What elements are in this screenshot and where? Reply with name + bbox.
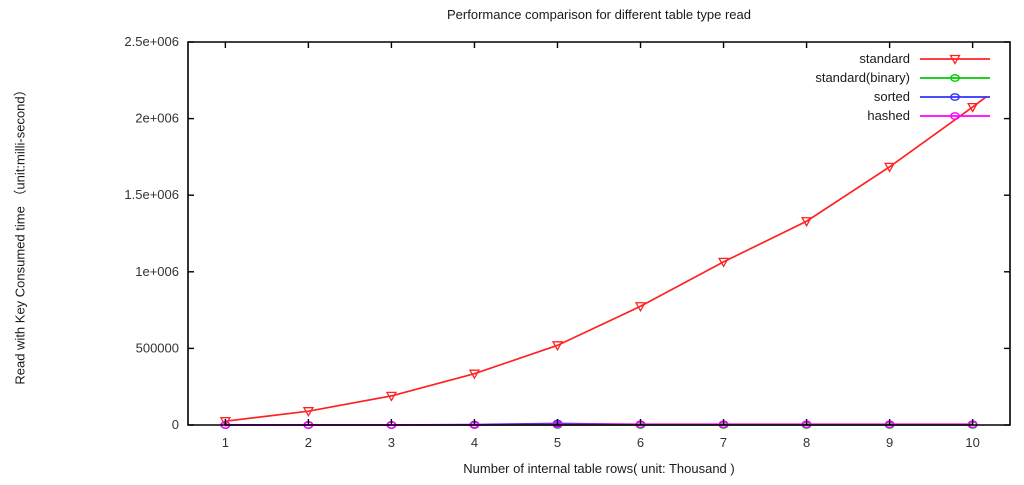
series-marker-standard	[800, 217, 813, 228]
legend-marker-hashed	[950, 111, 960, 120]
x-tick-label: 8	[803, 435, 810, 450]
x-axis-title: Number of internal table rows( unit: Tho…	[463, 461, 735, 476]
legend-swatch-hashed	[920, 111, 990, 120]
legend-marker-standard	[949, 54, 961, 65]
y-tick-label: 1.5e+006	[124, 187, 179, 202]
legend-label-hashed: hashed	[867, 108, 910, 123]
legend-row-standard-binary: standard(binary)	[815, 68, 990, 87]
x-tick-label: 3	[388, 435, 395, 450]
x-tick-label: 4	[471, 435, 478, 450]
x-tick-label: 2	[305, 435, 312, 450]
x-tick-label: 1	[222, 435, 229, 450]
series-marker-standard	[883, 162, 896, 173]
series-marker-standard	[385, 391, 398, 402]
series-marker-standard	[468, 369, 481, 380]
x-tick-label: 5	[554, 435, 561, 450]
series-marker-standard	[717, 257, 730, 268]
series-marker-standard	[634, 302, 647, 313]
legend-row-sorted: sorted	[815, 87, 990, 106]
y-tick-label: 0	[172, 417, 179, 432]
y-tick-label: 2.5e+006	[124, 34, 179, 49]
y-tick-label: 2e+006	[135, 111, 179, 126]
series-marker-standard	[551, 341, 564, 352]
legend-swatch-standard	[920, 54, 990, 65]
series-marker-standard	[302, 407, 315, 418]
legend: standard standard(binary) sorted hashed	[815, 49, 990, 125]
y-tick-label: 1e+006	[135, 264, 179, 279]
legend-swatch-sorted	[920, 92, 990, 101]
x-tick-label: 9	[886, 435, 893, 450]
legend-marker-standard(binary)	[950, 73, 960, 82]
legend-row-hashed: hashed	[815, 106, 990, 125]
series-marker-standard	[967, 102, 979, 113]
legend-swatch-standard-binary	[920, 73, 990, 82]
legend-label-standard: standard	[859, 51, 910, 66]
x-tick-label: 10	[965, 435, 979, 450]
legend-label-sorted: sorted	[873, 89, 910, 104]
legend-row-standard: standard	[815, 49, 990, 68]
y-tick-label: 500000	[136, 340, 179, 355]
x-tick-label: 6	[637, 435, 644, 450]
series-line-standard	[225, 95, 988, 423]
x-tick-label: 7	[720, 435, 727, 450]
legend-label-standard-binary: standard(binary)	[815, 70, 910, 85]
legend-marker-sorted	[950, 92, 960, 101]
chart-title: Performance comparison for different tab…	[447, 7, 751, 22]
